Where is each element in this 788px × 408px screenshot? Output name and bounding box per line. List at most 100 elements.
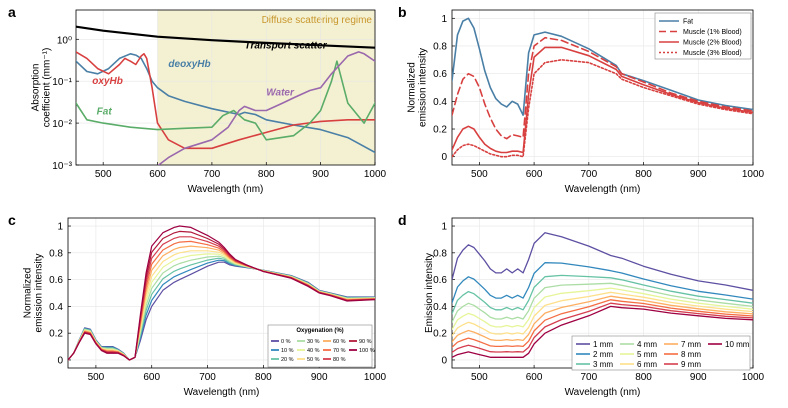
panel-d-legend-label-9: 10 mm xyxy=(725,340,750,349)
panel-b-ylabel-line-1: emission intensity xyxy=(418,48,429,127)
panel-a-series-2 xyxy=(76,51,375,150)
panel-b-ylabel-line-0: Normalized xyxy=(407,62,418,113)
panel-b-series-2 xyxy=(452,46,753,154)
panel-b-legend-label-0: Fat xyxy=(683,19,693,26)
panel-d-series-3 xyxy=(452,282,753,323)
panel-b-series-1 xyxy=(452,36,753,140)
panel-a-xtick-label-2: 700 xyxy=(204,169,221,180)
panel-b-ylabel: Normalized emission intensity xyxy=(407,48,429,127)
panel-c: 500 600 700 800 900 1000 0 0.2 0.4 0.6 0.8 1 Wavelen… xyxy=(8,212,387,398)
panel-d-legend-label-6: 7 mm xyxy=(681,340,701,349)
panel-d-series-6 xyxy=(452,295,753,343)
panel-c-ylabel-line-0: Normalized xyxy=(23,268,34,319)
panel-d: 500 600 700 800 900 1000 0 0.2 0.4 0.6 0.8 1 Wavelen… xyxy=(398,212,765,398)
panel-c-legend: Oxygenation (%) 0 % 10 % 20 % 30 % 40 % 50 % 60… xyxy=(267,324,375,368)
panel-a-annotation-3: Water xyxy=(266,88,295,99)
panel-d-xtick-label-4: 900 xyxy=(690,372,707,383)
panel-a-xtick-label-1: 600 xyxy=(149,169,166,180)
panel-d-ylabel: Emission intensity xyxy=(424,253,435,333)
panel-b-xtick-label-5: 1000 xyxy=(742,169,765,180)
panel-a-annotation-4: Fat xyxy=(97,107,113,118)
panel-d-legend-label-2: 3 mm xyxy=(593,360,613,369)
panel-c-legend-label-4: 40 % xyxy=(307,348,320,354)
panel-a-series-4 xyxy=(157,51,375,165)
panel-c-ytick-label-4: 0.8 xyxy=(49,248,63,259)
panel-c-ytick-label-0: 0 xyxy=(57,355,63,366)
panel-d-legend-label-1: 2 mm xyxy=(593,350,613,359)
panel-d-legend-label-5: 6 mm xyxy=(637,360,657,369)
panel-c-ylabel: Normalized emission intensity xyxy=(23,254,45,333)
panel-d-series-0 xyxy=(452,232,753,291)
panel-d-series-2 xyxy=(452,274,753,315)
panel-c-ylabel-line-1: emission intensity xyxy=(34,254,45,333)
panel-a-annotation-1: deoxyHb xyxy=(168,59,210,70)
panel-a-annotation-0: Transport scatter xyxy=(245,41,328,52)
panel-d-letter: d xyxy=(398,212,407,228)
panel-d-xtick-label-1: 600 xyxy=(526,372,543,383)
panel-b-xtick-label-1: 600 xyxy=(526,169,543,180)
panel-c-legend-label-7: 70 % xyxy=(333,348,346,354)
panel-c-legend-label-3: 30 % xyxy=(307,339,320,345)
panel-a-ylabel-line-0: Absorption xyxy=(31,64,42,112)
panel-a-ylabel: Absorption coefficient (mm⁻¹) xyxy=(31,48,53,128)
panel-c-legend-label-9: 90 % xyxy=(359,339,372,345)
panel-d-ytick-label-1: 0.2 xyxy=(433,329,447,340)
panel-c-xtick-label-5: 1000 xyxy=(364,372,387,383)
panel-a-ytick-label-3: 10⁻³ xyxy=(52,161,72,172)
panel-b-series-0 xyxy=(452,17,753,116)
panel-b-xtick-label-4: 900 xyxy=(690,169,707,180)
panel-c-series-10 xyxy=(68,225,375,361)
panel-d-ytick-label-5: 1 xyxy=(441,222,447,233)
panel-c-ytick-label-5: 1 xyxy=(57,222,63,233)
panel-c-legend-box xyxy=(267,324,373,368)
panel-a-frame xyxy=(75,9,376,166)
panel-b-ytick-label-4: 0.8 xyxy=(433,41,447,52)
panel-b-xlabel: Wavelength (nm) xyxy=(565,184,641,195)
panel-b-frame xyxy=(451,9,754,166)
panel-b-xtick-label-3: 800 xyxy=(635,169,652,180)
panel-a-annotation-2: oxyHb xyxy=(92,76,123,87)
panel-d-xtick-label-2: 700 xyxy=(580,372,597,383)
panel-d-ylabel-line-0: Emission intensity xyxy=(424,253,435,333)
panel-a-xtick-label-4: 900 xyxy=(312,169,329,180)
panel-a-series-0 xyxy=(76,25,375,49)
panel-d-series-8 xyxy=(452,302,753,354)
panel-a-xlabel: Wavelength (nm) xyxy=(188,184,264,195)
panel-a-xtick-label-5: 1000 xyxy=(364,169,387,180)
panel-c-xtick-label-1: 600 xyxy=(143,372,160,383)
panel-d-legend-box xyxy=(571,335,751,371)
panel-d-ytick-label-3: 0.6 xyxy=(433,275,447,286)
panel-b-ytick-label-0: 0 xyxy=(441,152,447,163)
panel-c-legend-label-8: 80 % xyxy=(333,357,346,363)
panel-d-series-5 xyxy=(452,291,753,337)
panel-a-letter: a xyxy=(8,4,16,20)
panel-b-legend-label-2: Muscle (2% Blood) xyxy=(683,40,742,47)
panel-b-series-3 xyxy=(452,58,753,158)
panel-c-xtick-label-0: 500 xyxy=(88,372,105,383)
panel-d-xtick-label-0: 500 xyxy=(471,372,488,383)
panel-d-ytick-label-0: 0 xyxy=(441,355,447,366)
panel-c-ytick-label-1: 0.2 xyxy=(49,329,63,340)
panel-c-legend-label-6: 60 % xyxy=(333,339,346,345)
panel-a-series-group xyxy=(76,25,375,165)
panel-b-ytick-label-3: 0.6 xyxy=(433,69,447,80)
panel-d-series-9 xyxy=(452,305,753,358)
panel-c-ytick-label-2: 0.4 xyxy=(49,302,63,313)
panel-d-series-7 xyxy=(452,299,753,348)
panel-d-legend-label-7: 8 mm xyxy=(681,350,701,359)
panel-a-series-3 xyxy=(76,60,375,141)
panel-a-xtick-label-0: 500 xyxy=(95,169,112,180)
panel-d-ytick-label-4: 0.8 xyxy=(433,248,447,259)
panel-d-series-1 xyxy=(452,262,753,304)
panel-b-series-group xyxy=(452,17,753,158)
panel-a-series-1 xyxy=(76,52,375,154)
panel-b-ytick-label-1: 0.2 xyxy=(433,125,447,136)
panel-b-legend-label-1: Muscle (1% Blood) xyxy=(683,29,742,36)
panel-c-series-group xyxy=(68,225,375,361)
panel-c-legend-label-1: 10 % xyxy=(281,348,294,354)
panel-a-ylabel-line-1: coefficient (mm⁻¹) xyxy=(42,48,53,128)
panel-c-legend-label-2: 20 % xyxy=(281,357,294,363)
panel-b-ytick-label-2: 0.4 xyxy=(433,97,447,108)
panel-c-legend-label-10: 100 % xyxy=(359,348,375,354)
